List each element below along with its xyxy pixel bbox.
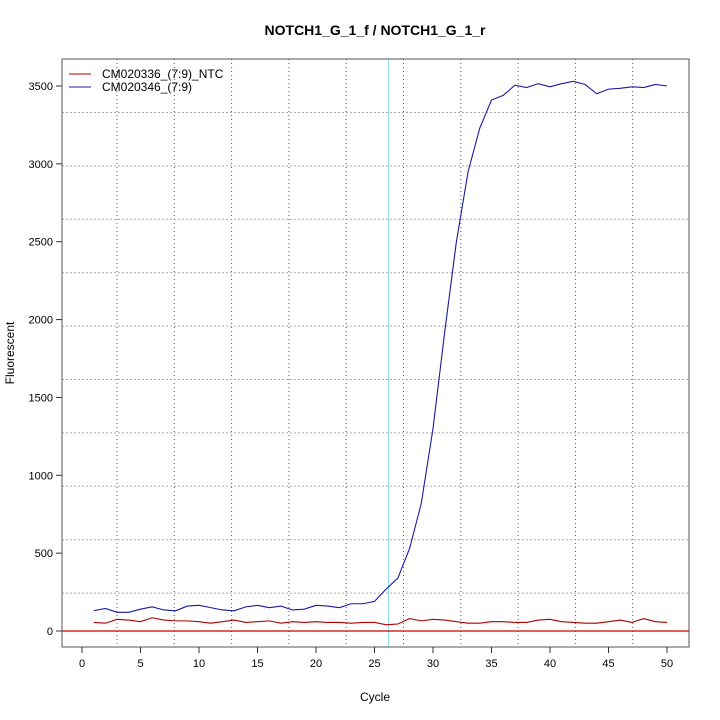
x-axis-label: Cycle: [360, 690, 390, 704]
grid: [62, 59, 689, 647]
x-tick-label: 30: [427, 658, 439, 670]
plot-marks: [62, 59, 689, 647]
y-tick-label: 3500: [29, 81, 53, 93]
y-tick-label: 0: [47, 626, 53, 638]
x-tick-label: 50: [661, 658, 673, 670]
x-tick-label: 20: [310, 658, 322, 670]
x-tick-label: 45: [602, 658, 614, 670]
y-tick-label: 500: [35, 548, 53, 560]
y-tick-label: 1000: [29, 470, 53, 482]
legend-label-1: CM020346_(7:9): [102, 80, 192, 94]
y-tick-label: 1500: [29, 392, 53, 404]
x-tick-label: 40: [544, 658, 556, 670]
x-tick-label: 35: [485, 658, 497, 670]
x-tick-label: 15: [251, 658, 263, 670]
chart-title: NOTCH1_G_1_f / NOTCH1_G_1_r: [265, 22, 487, 38]
y-tick-label: 2500: [29, 237, 53, 249]
series-line-0: [93, 617, 668, 626]
plot-frame: [61, 58, 690, 648]
x-tick-label: 0: [79, 658, 85, 670]
axes: 0 5 10 15 20 25 30 35 40 45 5005001000150020002500…: [29, 81, 674, 670]
y-tick-label: 2000: [29, 315, 53, 327]
x-tick-label: 10: [193, 658, 205, 670]
x-tick-label: 5: [137, 658, 143, 670]
x-tick-label: 25: [368, 658, 380, 670]
y-axis-label: Fluorescent: [3, 321, 17, 384]
legend-label-0: CM020336_(7:9)_NTC: [102, 67, 224, 81]
series-line-1: [93, 80, 668, 613]
y-tick-label: 3000: [29, 159, 53, 171]
